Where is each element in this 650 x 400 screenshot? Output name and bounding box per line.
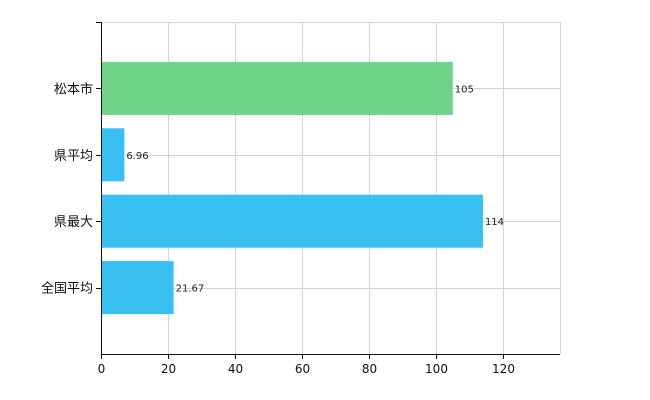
labels: 0 20 40 60 80 100 120 松本市 105 県平均 6.96 県最大 114 全国平均 21… [41,81,515,376]
bar [101,261,174,315]
category-label: 県最大 [54,215,93,230]
bar [101,61,453,115]
x-tick-label: 100 [425,362,448,376]
category-label: 県平均 [54,149,93,164]
category-label: 松本市 [54,81,93,97]
x-tick-label: 120 [492,362,515,376]
x-tick-label: 0 [98,362,106,376]
bars [101,61,483,315]
x-tick-label: 60 [295,362,310,376]
data-label: 21.67 [176,284,205,295]
bar [101,194,483,248]
x-tick-label: 40 [228,362,243,376]
x-tick-label: 20 [161,362,176,376]
data-label: 114 [485,217,504,228]
data-label: 6.96 [126,151,148,162]
x-tick-label: 80 [362,362,377,376]
data-label: 105 [455,84,474,95]
axes [96,22,560,359]
category-label: 全国平均 [41,281,93,297]
bar [101,128,125,182]
